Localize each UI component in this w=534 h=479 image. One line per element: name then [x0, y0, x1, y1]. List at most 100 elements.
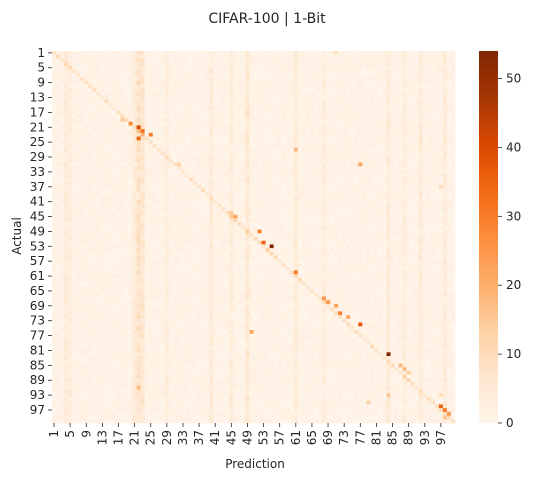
heatmap-cell: [426, 136, 432, 141]
heatmap-cell: [140, 155, 145, 160]
heatmap-cell: [132, 117, 137, 122]
heatmap-cell: [418, 233, 424, 238]
heatmap-cell: [241, 54, 246, 59]
heatmap-cell: [108, 162, 113, 167]
heatmap-cell: [132, 155, 137, 160]
heatmap-cell: [374, 110, 379, 115]
heatmap-cell: [92, 110, 97, 115]
heatmap-cell: [116, 155, 121, 160]
heatmap-cell: [100, 77, 105, 82]
heatmap-cell: [346, 166, 351, 171]
heatmap-cell: [382, 121, 387, 126]
heatmap-cell: [144, 181, 150, 186]
heatmap-cell: [374, 177, 379, 182]
heatmap-cell: [289, 125, 295, 130]
heatmap-cell: [156, 69, 162, 74]
heatmap-cell: [422, 177, 428, 182]
heatmap-cell: [273, 99, 278, 104]
heatmap-cell: [374, 77, 379, 82]
heatmap-cell: [362, 210, 367, 215]
heatmap-cell: [370, 65, 375, 70]
heatmap-cell: [281, 192, 287, 197]
heatmap-cell: [402, 147, 407, 152]
heatmap-cell: [221, 222, 226, 227]
heatmap-cell: [56, 91, 61, 96]
heatmap-cell: [100, 84, 105, 89]
heatmap-cell: [442, 214, 448, 219]
heatmap-cell: [446, 184, 452, 189]
heatmap-cell: [362, 88, 367, 93]
heatmap-cell: [76, 51, 81, 56]
heatmap-cell: [309, 65, 315, 70]
heatmap-cell: [289, 225, 295, 230]
heatmap-cell: [120, 203, 125, 208]
heatmap-cell: [136, 54, 141, 59]
heatmap-cell: [156, 73, 162, 78]
heatmap-cell: [100, 110, 105, 115]
heatmap-cell: [354, 192, 359, 197]
heatmap-cell: [144, 192, 150, 197]
heatmap-cell: [273, 170, 278, 175]
heatmap-cell: [313, 233, 319, 238]
heatmap-cell: [313, 65, 319, 70]
heatmap-cell: [217, 121, 222, 126]
heatmap-cell: [176, 196, 182, 201]
heatmap-cell: [289, 117, 295, 122]
heatmap-cell: [313, 144, 319, 149]
heatmap-cell: [209, 158, 214, 163]
heatmap-cell: [132, 77, 137, 82]
heatmap-cell: [80, 196, 85, 201]
heatmap-cell: [140, 132, 145, 137]
heatmap-cell: [108, 210, 113, 215]
heatmap-cell: [281, 58, 287, 63]
heatmap-cell: [156, 121, 162, 126]
heatmap-cell: [265, 91, 270, 96]
heatmap-cell: [309, 147, 315, 152]
heatmap-cell: [249, 114, 254, 119]
heatmap-cell: [322, 225, 327, 230]
heatmap-cell: [128, 114, 133, 119]
heatmap-cell: [446, 210, 452, 215]
heatmap-cell: [386, 103, 391, 108]
heatmap-cell: [330, 177, 335, 182]
heatmap-cell: [245, 77, 250, 82]
heatmap-cell: [245, 155, 250, 160]
heatmap-cell: [422, 188, 428, 193]
heatmap-cell: [354, 58, 359, 63]
heatmap-cell: [108, 91, 113, 96]
heatmap-cell: [64, 54, 69, 59]
heatmap-cell: [237, 214, 242, 219]
heatmap-cell: [124, 95, 129, 100]
heatmap-cell: [84, 88, 89, 93]
heatmap-cell: [322, 84, 327, 89]
heatmap-cell: [80, 140, 85, 145]
heatmap-cell: [193, 170, 198, 175]
heatmap-cell: [68, 95, 73, 100]
heatmap-cell: [293, 196, 299, 201]
heatmap-cell: [80, 91, 85, 96]
heatmap-cell: [140, 77, 145, 82]
heatmap-cell: [56, 151, 61, 156]
heatmap-cell: [374, 69, 379, 74]
heatmap-cell: [322, 144, 327, 149]
heatmap-cell: [330, 103, 335, 108]
heatmap-cell: [374, 62, 379, 67]
heatmap-cell: [124, 91, 129, 96]
heatmap-cell: [209, 88, 214, 93]
heatmap-cell: [434, 58, 440, 63]
heatmap-cell: [100, 125, 105, 130]
heatmap-cell: [184, 91, 190, 96]
heatmap-cell: [398, 151, 403, 156]
heatmap-cell: [354, 151, 359, 156]
heatmap-cell: [221, 181, 226, 186]
heatmap-cell: [209, 214, 214, 219]
heatmap-cell: [108, 54, 113, 59]
heatmap-cell: [269, 155, 274, 160]
heatmap-cell: [422, 65, 428, 70]
heatmap-cell: [346, 196, 351, 201]
heatmap-cell: [450, 91, 456, 96]
heatmap-cell: [156, 144, 162, 149]
heatmap-cell: [378, 181, 383, 186]
heatmap-cell: [156, 192, 162, 197]
heatmap-cell: [414, 166, 420, 171]
